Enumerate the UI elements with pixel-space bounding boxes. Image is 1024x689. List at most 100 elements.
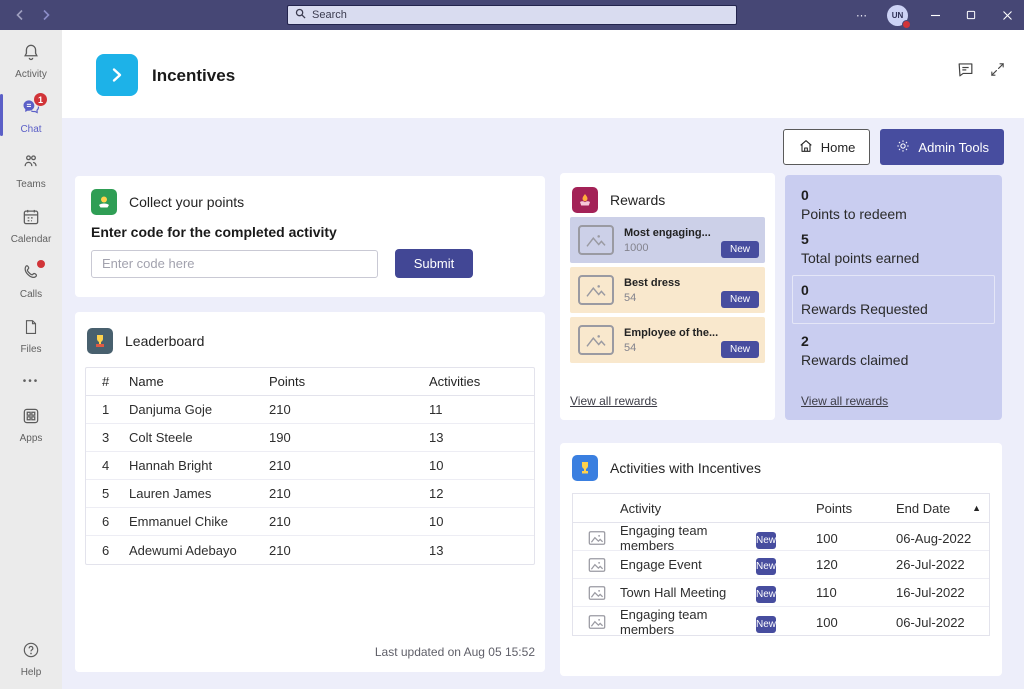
sidebar-item-chat[interactable]: 1 Chat bbox=[0, 90, 62, 140]
reward-list-item[interactable]: Most engaging... 1000 New bbox=[570, 217, 765, 263]
leaderboard-card: Leaderboard # Name Points Activities 1 D… bbox=[75, 312, 545, 672]
activity-name: Engaging team members bbox=[620, 523, 756, 553]
bell-icon bbox=[21, 42, 41, 67]
rank-cell: 6 bbox=[86, 514, 129, 529]
presence-dot bbox=[902, 20, 911, 29]
sort-ascending-icon[interactable]: ▲ bbox=[972, 503, 981, 513]
nav-back-icon[interactable] bbox=[14, 9, 26, 21]
end-date-cell: 06-Aug-2022 bbox=[896, 531, 989, 546]
new-badge: New bbox=[756, 616, 776, 633]
avatar[interactable]: UN bbox=[887, 5, 908, 26]
sidebar-item-label: Apps bbox=[20, 433, 43, 444]
sidebar-item-files[interactable]: Files bbox=[0, 310, 62, 360]
stat-label: Points to redeem bbox=[801, 206, 986, 222]
collect-points-icon bbox=[91, 189, 117, 215]
collect-points-card: Collect your points Enter code for the c… bbox=[75, 176, 545, 297]
stat-value: 2 bbox=[801, 333, 986, 349]
reward-value: 54 bbox=[624, 292, 680, 304]
sidebar-item-teams[interactable]: Teams bbox=[0, 145, 62, 195]
sidebar-more-icon[interactable]: ••• bbox=[23, 376, 40, 387]
image-placeholder-icon bbox=[578, 275, 614, 305]
app-rail: Activity 1 Chat Teams Calendar Calls Fil… bbox=[0, 30, 62, 689]
rank-cell: 4 bbox=[86, 458, 129, 473]
submit-button[interactable]: Submit bbox=[395, 249, 473, 278]
apps-grid-icon bbox=[21, 406, 41, 431]
stat-rewards-claimed: 2 Rewards claimed bbox=[801, 333, 986, 368]
leaderboard-icon bbox=[87, 328, 113, 354]
table-header-row: Activity Points End Date ▲ bbox=[573, 494, 989, 523]
reward-value: 1000 bbox=[624, 242, 711, 254]
close-button[interactable] bbox=[998, 0, 1016, 30]
points-cell: 210 bbox=[269, 402, 429, 417]
name-cell: Hannah Bright bbox=[129, 458, 269, 473]
activities-icon bbox=[572, 455, 598, 481]
calls-alert-dot bbox=[37, 260, 45, 268]
sidebar-item-apps[interactable]: Apps bbox=[0, 399, 62, 449]
sidebar-item-activity[interactable]: Activity bbox=[0, 35, 62, 85]
column-header: Points bbox=[269, 374, 429, 389]
points-cell: 210 bbox=[269, 458, 429, 473]
code-input[interactable] bbox=[91, 250, 378, 278]
reward-list-item[interactable]: Best dress 54 New bbox=[570, 267, 765, 313]
home-button[interactable]: Home bbox=[783, 129, 871, 165]
view-all-rewards-link[interactable]: View all rewards bbox=[570, 394, 657, 408]
stat-label: Rewards claimed bbox=[801, 352, 986, 368]
name-cell: Colt Steele bbox=[129, 430, 269, 445]
points-cell: 190 bbox=[269, 430, 429, 445]
reward-list-item[interactable]: Employee of the... 54 New bbox=[570, 317, 765, 363]
name-cell: Adewumi Adebayo bbox=[129, 543, 269, 558]
sidebar-item-calls[interactable]: Calls bbox=[0, 255, 62, 305]
stat-value: 5 bbox=[801, 231, 986, 247]
table-row: 5 Lauren James 210 12 bbox=[86, 480, 534, 508]
conversation-icon[interactable] bbox=[956, 60, 975, 84]
sidebar-item-help[interactable]: Help bbox=[0, 633, 62, 683]
last-updated-text: Last updated on Aug 05 15:52 bbox=[375, 645, 535, 659]
rank-cell: 6 bbox=[86, 543, 129, 558]
activities-cell: 13 bbox=[429, 543, 534, 558]
rewards-title: Rewards bbox=[610, 192, 665, 208]
home-icon bbox=[798, 138, 814, 157]
points-cell: 100 bbox=[816, 615, 896, 630]
table-row: Town Hall Meeting New 110 16-Jul-2022 bbox=[573, 579, 989, 607]
leaderboard-title: Leaderboard bbox=[125, 333, 204, 349]
minimize-button[interactable] bbox=[926, 0, 944, 30]
end-date-cell: 06-Jul-2022 bbox=[896, 615, 989, 630]
new-badge: New bbox=[756, 558, 776, 575]
sidebar-item-label: Files bbox=[20, 344, 41, 355]
reward-name: Best dress bbox=[624, 277, 680, 289]
titlebar-more-icon[interactable]: ⋯ bbox=[856, 9, 869, 22]
column-header: Activity bbox=[620, 501, 756, 516]
stat-value: 0 bbox=[801, 187, 986, 203]
activities-cell: 11 bbox=[429, 402, 534, 417]
search-input[interactable]: Search bbox=[287, 5, 737, 25]
code-prompt: Enter code for the completed activity bbox=[91, 224, 529, 240]
new-badge: New bbox=[721, 341, 759, 358]
nav-forward-icon[interactable] bbox=[40, 9, 52, 21]
admin-tools-button[interactable]: Admin Tools bbox=[880, 129, 1004, 165]
column-header: Points bbox=[816, 501, 896, 516]
table-row: 6 Emmanuel Chike 210 10 bbox=[86, 508, 534, 536]
maximize-button[interactable] bbox=[962, 0, 980, 30]
activity-name: Engage Event bbox=[620, 557, 756, 572]
expand-icon[interactable] bbox=[989, 61, 1006, 83]
activities-card: Activities with Incentives Activity Poin… bbox=[560, 443, 1002, 676]
stat-points-to-redeem: 0 Points to redeem bbox=[801, 187, 986, 222]
image-placeholder-icon bbox=[573, 586, 620, 600]
new-badge: New bbox=[721, 291, 759, 308]
rank-cell: 5 bbox=[86, 486, 129, 501]
rewards-icon bbox=[572, 187, 598, 213]
image-placeholder-icon bbox=[578, 325, 614, 355]
dashboard: Home Admin Tools Collect your points Ent… bbox=[62, 118, 1024, 689]
table-row: Engaging team members New 100 06-Aug-202… bbox=[573, 523, 989, 551]
points-cell: 210 bbox=[269, 486, 429, 501]
avatar-initials: UN bbox=[892, 11, 904, 20]
page-title: Incentives bbox=[152, 66, 235, 86]
image-placeholder-icon bbox=[573, 558, 620, 572]
sidebar-item-label: Help bbox=[21, 667, 42, 678]
activity-name: Engaging team members bbox=[620, 607, 756, 637]
image-placeholder-icon bbox=[578, 225, 614, 255]
activities-cell: 13 bbox=[429, 430, 534, 445]
sidebar-item-calendar[interactable]: Calendar bbox=[0, 200, 62, 250]
name-cell: Danjuma Goje bbox=[129, 402, 269, 417]
view-all-rewards-link[interactable]: View all rewards bbox=[801, 394, 888, 408]
